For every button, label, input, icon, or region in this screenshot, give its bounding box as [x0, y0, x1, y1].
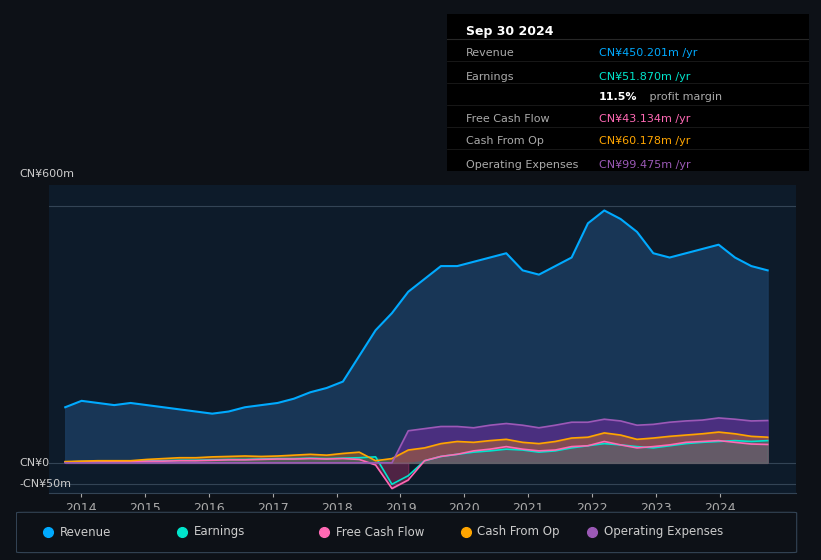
Text: Revenue: Revenue — [60, 525, 111, 539]
Text: CN¥0: CN¥0 — [20, 458, 49, 468]
Text: 11.5%: 11.5% — [599, 92, 638, 102]
Text: CN¥99.475m /yr: CN¥99.475m /yr — [599, 160, 690, 170]
Text: CN¥600m: CN¥600m — [20, 169, 75, 179]
Text: CN¥43.134m /yr: CN¥43.134m /yr — [599, 114, 690, 124]
Text: Cash From Op: Cash From Op — [478, 525, 560, 539]
Text: CN¥60.178m /yr: CN¥60.178m /yr — [599, 136, 690, 146]
Text: Earnings: Earnings — [466, 72, 514, 82]
Text: Free Cash Flow: Free Cash Flow — [336, 525, 424, 539]
Text: Operating Expenses: Operating Expenses — [466, 160, 578, 170]
Text: -CN¥50m: -CN¥50m — [20, 479, 71, 489]
Text: CN¥450.201m /yr: CN¥450.201m /yr — [599, 49, 698, 58]
Text: profit margin: profit margin — [646, 92, 722, 102]
Text: Revenue: Revenue — [466, 49, 514, 58]
Text: CN¥51.870m /yr: CN¥51.870m /yr — [599, 72, 690, 82]
Text: Free Cash Flow: Free Cash Flow — [466, 114, 549, 124]
Text: Sep 30 2024: Sep 30 2024 — [466, 25, 553, 38]
Text: Cash From Op: Cash From Op — [466, 136, 544, 146]
Text: Earnings: Earnings — [194, 525, 245, 539]
Text: Operating Expenses: Operating Expenses — [603, 525, 722, 539]
